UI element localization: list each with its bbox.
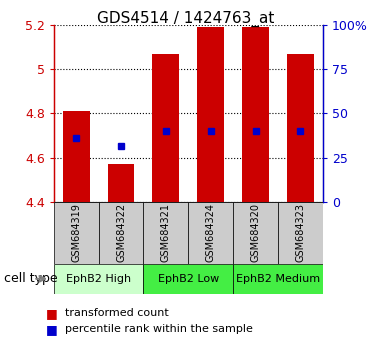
Bar <box>99 202 144 264</box>
Text: GSM684320: GSM684320 <box>250 203 260 262</box>
Bar <box>242 27 269 202</box>
Text: EphB2 Low: EphB2 Low <box>158 274 219 284</box>
Text: cell type: cell type <box>4 272 58 285</box>
Bar <box>54 202 99 264</box>
Bar <box>108 164 134 202</box>
Text: GSM684323: GSM684323 <box>295 203 305 262</box>
Bar <box>233 264 323 294</box>
Bar <box>144 264 233 294</box>
Bar <box>63 111 90 202</box>
Bar <box>152 53 179 202</box>
Bar <box>233 202 278 264</box>
Bar <box>144 202 188 264</box>
Text: GSM684319: GSM684319 <box>71 203 81 262</box>
Text: GDS4514 / 1424763_at: GDS4514 / 1424763_at <box>97 11 274 27</box>
Text: GSM684322: GSM684322 <box>116 203 126 262</box>
Bar <box>278 202 323 264</box>
Bar <box>188 202 233 264</box>
Text: EphB2 Medium: EphB2 Medium <box>236 274 320 284</box>
Text: GSM684324: GSM684324 <box>206 203 216 262</box>
Text: EphB2 High: EphB2 High <box>66 274 131 284</box>
Text: percentile rank within the sample: percentile rank within the sample <box>65 324 253 334</box>
Text: transformed count: transformed count <box>65 308 169 318</box>
Bar <box>54 264 144 294</box>
Bar <box>197 27 224 202</box>
Text: ■: ■ <box>46 323 58 336</box>
Text: ■: ■ <box>46 307 58 320</box>
Text: GSM684321: GSM684321 <box>161 203 171 262</box>
Bar <box>287 53 314 202</box>
